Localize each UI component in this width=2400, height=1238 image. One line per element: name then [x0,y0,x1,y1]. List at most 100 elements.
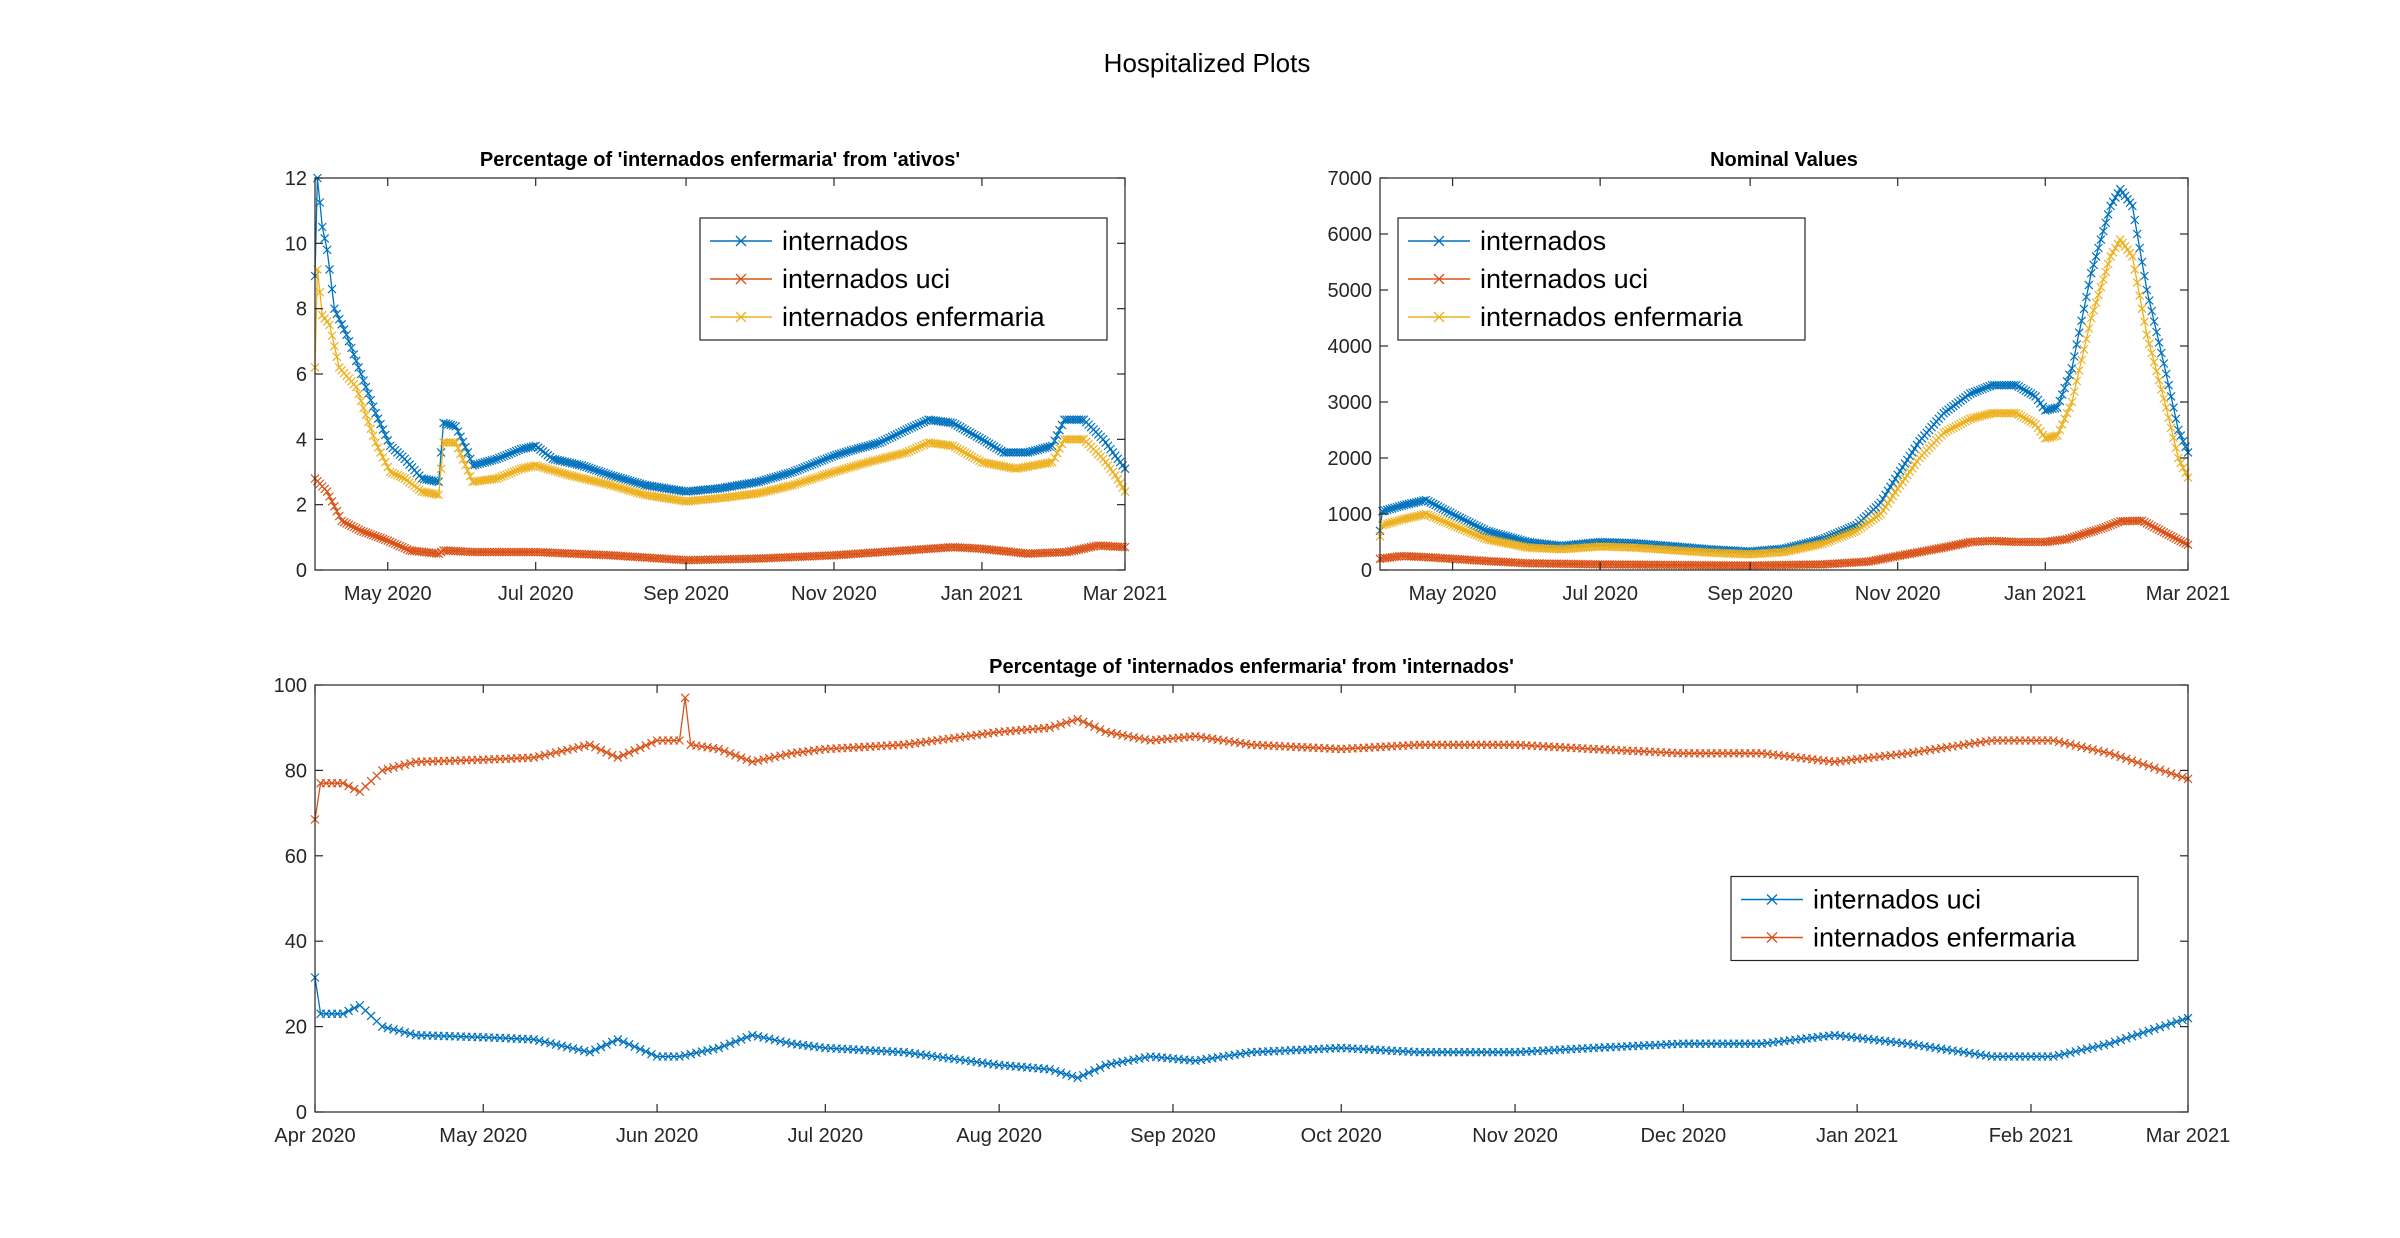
data-point [376,533,385,543]
x-tick-label: Jan 2021 [2004,583,2086,605]
data-point [587,464,596,474]
data-point [829,451,839,461]
data-point [841,447,851,457]
data-point [337,516,347,526]
data-point [914,419,924,429]
data-point [623,475,633,485]
data-point [848,445,858,455]
data-point [351,382,361,392]
data-point [463,447,473,457]
y-tick-label: 3000 [1328,392,1373,414]
x-tick-label: Jul 2020 [498,583,574,605]
data-point [320,234,330,243]
data-point [376,419,385,429]
data-point [982,437,992,447]
data-point [1050,436,1060,446]
data-point [325,265,334,274]
data-point [499,451,509,461]
data-point [380,457,390,467]
data-point [359,403,368,413]
data-point [611,472,621,482]
data-point [582,462,592,472]
data-point [604,470,613,479]
data-point [953,421,963,431]
data-point [431,476,441,486]
data-point [342,330,351,340]
data-point [950,419,960,429]
x-tick-label: Jul 2020 [1562,583,1638,605]
data-point [979,436,989,446]
data-point [325,320,334,330]
data-point [798,463,807,473]
figure-title: Hospitalized Plots [1104,48,1311,78]
y-tick-label: 2000 [1328,448,1373,470]
data-point [815,457,824,466]
data-point [363,389,373,399]
data-point [635,479,645,489]
data-point [788,467,798,477]
data-point [390,539,400,549]
y-tick-label: 40 [285,931,307,953]
y-tick-label: 0 [296,560,307,582]
data-point [390,469,400,479]
data-point [1055,425,1064,435]
x-tick-label: Aug 2020 [956,1125,1042,1147]
data-point [984,439,994,449]
data-point [507,448,516,458]
data-point [373,532,383,542]
data-point [628,477,638,486]
legend-label: internados enfermaria [1480,302,1744,332]
subplot-title: Percentage of 'internados enfermaria' fr… [480,149,960,171]
data-point [368,530,378,540]
data-point [972,432,982,442]
data-point [618,474,628,484]
data-point [909,421,919,431]
data-point [400,543,410,553]
data-point [380,430,390,440]
data-point [373,443,383,452]
data-point [383,536,393,546]
legend-label: internados [1480,226,1606,256]
data-point [875,438,885,448]
data-point [344,336,354,346]
data-point [346,521,356,531]
legend-label: internados [782,226,908,256]
data-point [380,535,390,545]
x-tick-label: Feb 2021 [1989,1125,2074,1147]
x-tick-label: Nov 2020 [1855,583,1941,605]
subplot-title: Percentage of 'internados enfermaria' fr… [989,656,1514,678]
y-tick-label: 0 [1361,560,1372,582]
data-point [802,461,812,471]
data-point [771,472,781,482]
data-point [356,369,366,379]
data-point [904,424,914,433]
data-point [912,420,921,430]
x-tick-label: Jan 2021 [1816,1125,1898,1147]
data-point [962,426,972,436]
data-point [805,460,815,470]
data-point [819,455,829,464]
data-point [880,435,890,445]
legend-label: internados uci [1813,885,1981,915]
legend-label: internados enfermaria [782,302,1046,332]
data-point [996,446,1006,456]
data-point [363,529,373,538]
data-point [514,445,524,455]
data-point [395,541,405,551]
data-point [630,477,640,487]
data-point [800,462,810,472]
y-tick-label: 2 [296,495,307,517]
data-point [778,470,788,480]
data-point [359,527,368,537]
data-point [608,471,618,481]
data-point [315,287,325,297]
data-point [970,430,980,440]
data-point [633,478,642,488]
data-point [397,473,407,482]
y-tick-label: 60 [285,846,307,868]
data-point [329,341,339,351]
data-point [393,470,402,480]
data-point [368,402,378,412]
data-point [332,506,342,516]
